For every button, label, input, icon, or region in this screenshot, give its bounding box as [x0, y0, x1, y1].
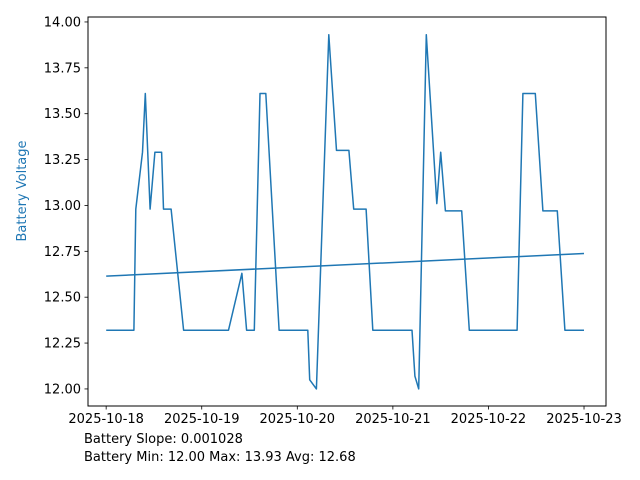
- y-tick-label: 14.00: [44, 15, 81, 30]
- annotation-slope: Battery Slope: 0.001028: [84, 432, 243, 447]
- y-tick-label: 13.25: [44, 153, 81, 168]
- annotation-stats: Battery Min: 12.00 Max: 13.93 Avg: 12.68: [84, 450, 356, 465]
- series-battery-voltage: [106, 34, 584, 390]
- y-tick-label: 12.00: [44, 382, 81, 397]
- plot-area: [88, 17, 606, 406]
- y-tick-label: 12.50: [44, 291, 81, 306]
- plot-border: [87, 16, 607, 407]
- series-battery-trend: [106, 252, 585, 277]
- y-tick-label: 13.50: [44, 107, 81, 122]
- x-axis: 2025-10-18 2025-10-19 2025-10-20 2025-10-21…: [68, 406, 622, 427]
- x-tick-label: 2025-10-19: [164, 412, 240, 427]
- x-tick-label: 2025-10-18: [68, 412, 144, 427]
- y-axis: 12.00 12.25 12.50 12.75 13.00 13.25 13.50 13.75…: [44, 15, 88, 397]
- x-tick-label: 2025-10-23: [546, 412, 622, 427]
- x-tick-label: 2025-10-20: [260, 412, 336, 427]
- y-tick-label: 12.75: [44, 245, 81, 260]
- x-tick-label: 2025-10-21: [355, 412, 431, 427]
- y-tick-label: 13.00: [44, 199, 81, 214]
- series-group: [106, 34, 585, 390]
- x-tick-label: 2025-10-22: [451, 412, 527, 427]
- y-tick-label: 13.75: [44, 61, 81, 76]
- y-tick-label: 12.25: [44, 337, 81, 352]
- y-axis-label: Battery Voltage: [15, 140, 30, 241]
